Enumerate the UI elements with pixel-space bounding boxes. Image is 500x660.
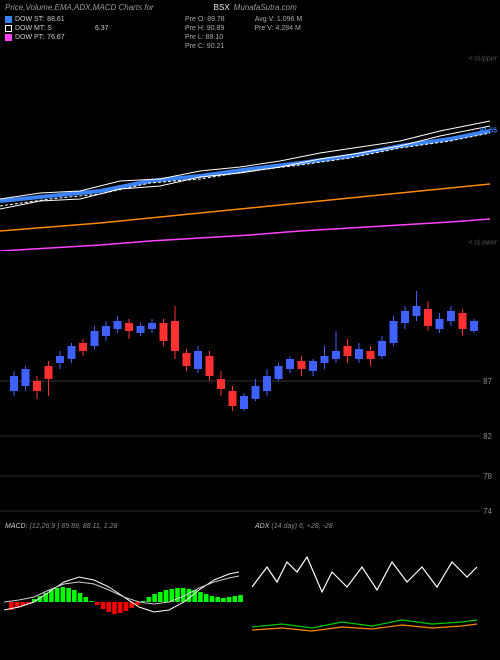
macd-title: MACD: — [5, 523, 28, 530]
dow-st-val: 88.61 — [47, 16, 65, 23]
avg-v: 1.096 M — [277, 16, 302, 23]
pre-l: 89.10 — [206, 34, 224, 41]
upper-price-panel: 91.55 < cUpper < cLower — [0, 51, 500, 251]
pre-l-label: Pre L: — [185, 34, 204, 41]
pre-h: 90.89 — [207, 25, 225, 32]
svg-text:78: 78 — [483, 472, 492, 481]
dow-pt-label: DOW PT: — [15, 34, 44, 41]
info-row-3: DOW PT: 76.67 Pre L: 89.10 — [0, 33, 500, 42]
candle-chart-svg: 87 82 78 74 — [0, 251, 500, 521]
pre-o: 89.78 — [207, 16, 225, 23]
svg-text:82: 82 — [483, 432, 492, 441]
macd-svg — [4, 532, 248, 647]
adx-title: ADX — [255, 523, 269, 530]
pre-v: 4.284 M — [275, 25, 300, 32]
pre-c: 90.21 — [207, 43, 225, 50]
adx-box — [252, 532, 496, 652]
svg-text:74: 74 — [483, 507, 492, 516]
adx-params: (14 day) 6, +28, -28 — [271, 523, 332, 530]
pre-c-label: Pre C: — [185, 43, 205, 50]
dow-mt-label: DOW MT: S — [15, 25, 52, 32]
info-row-1: DOW ST: 88.61 Pre O: 89.78 Avg V: 1.096 … — [0, 15, 500, 24]
info-row-2: DOW MT: S 6.37 Pre H: 90.89 Pre V: 4.284… — [0, 24, 500, 33]
pre-o-label: Pre O: — [185, 16, 205, 23]
dow-st-swatch — [5, 16, 12, 23]
ticker-symbol: BSX — [214, 3, 230, 12]
dow-st-label: DOW ST: — [15, 16, 44, 23]
adx-svg — [252, 532, 496, 647]
source-label: MunafaSutra.com — [234, 3, 297, 12]
candlestick-panel: 87 82 78 74 — [0, 251, 500, 521]
dow-pt-val: 76.67 — [47, 34, 65, 41]
info-row-4: Pre C: 90.21 — [0, 42, 500, 51]
pre-v-label: Pre V: — [254, 25, 273, 32]
indicator-panels — [0, 532, 500, 652]
dow-pt-swatch — [5, 34, 12, 41]
svg-text:87: 87 — [483, 377, 492, 386]
macd-box — [4, 532, 248, 652]
upper-corner-bottom: < cLower — [468, 240, 497, 247]
chart-header: Price,Volume,EMA,ADX,MACD Charts for BSX… — [0, 0, 500, 15]
dow-mt-val: 6.37 — [95, 25, 109, 32]
upper-corner-top: < cUpper — [468, 56, 497, 63]
pre-h-label: Pre H: — [185, 25, 205, 32]
macd-params: (12,26,9 ) 89.89, 88.11, 1.28 — [30, 523, 118, 530]
avg-v-label: Avg V: — [255, 16, 275, 23]
current-price-tag: 91.55 — [479, 128, 497, 135]
upper-chart-svg — [0, 51, 500, 251]
title-description: Price,Volume,EMA,ADX,MACD Charts for — [5, 3, 154, 12]
dow-mt-swatch — [5, 25, 12, 32]
indicator-titles: MACD: (12,26,9 ) 89.89, 88.11, 1.28 ADX … — [0, 521, 500, 532]
